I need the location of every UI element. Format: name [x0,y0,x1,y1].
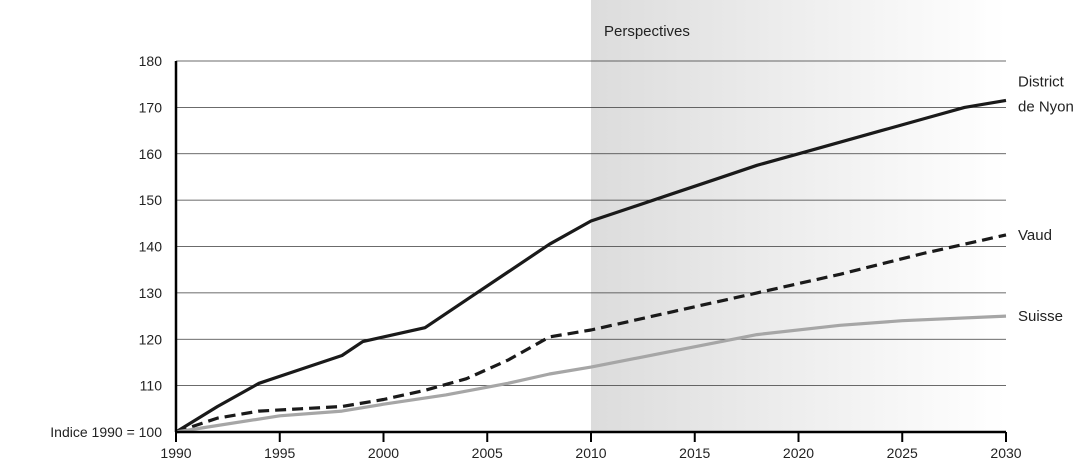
series-label-suisse: Suisse [1018,308,1063,325]
series-line-vaud [175,233,1007,434]
x-tick-label: 2025 [887,445,918,461]
x-tick-label: 2030 [990,445,1021,461]
series-line-suisse [175,314,1007,434]
x-tick-label: 1995 [264,445,295,461]
x-tick-label: 2010 [575,445,606,461]
x-tick-label: 2020 [783,445,814,461]
y-tick-label: 120 [139,331,163,347]
series-line-district-de-nyon [175,98,1007,434]
projection-band [591,0,1006,432]
y-tick-label: 160 [139,146,163,162]
series-label-line: Vaud [1018,227,1052,244]
x-tick-label: 2000 [368,445,399,461]
series-label-line: Suisse [1018,308,1063,325]
series-label-line: de Nyon [1018,98,1074,115]
projection-band-label: Perspectives [604,23,690,40]
x-tick-label: 2005 [472,445,503,461]
x-tick-label: 2015 [679,445,710,461]
series-label-district-de-nyon: District de Nyon [1018,73,1074,115]
x-tick-label: 1990 [160,445,191,461]
y-tick-label: 110 [140,378,163,394]
y-tick-label: 130 [139,285,163,301]
y-tick-label: 170 [139,99,163,115]
y-tick-label: 150 [139,192,163,208]
y-tick-label: 140 [139,239,163,255]
series-label-vaud: Vaud [1018,227,1052,244]
series-label-line: District [1018,73,1065,90]
y-tick-label: 180 [139,53,163,69]
y-tick-label: Indice 1990 = 100 [50,424,162,440]
